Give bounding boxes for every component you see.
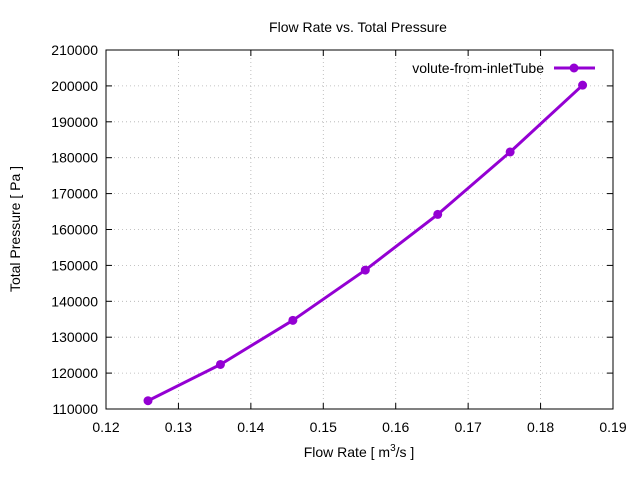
axis-ticks [105, 49, 614, 410]
legend-label: volute-from-inletTube [412, 60, 544, 76]
y-tick-label: 190000 [51, 114, 98, 130]
data-point [505, 147, 515, 157]
x-axis-label-prefix: Flow Rate [ m [304, 444, 390, 460]
y-tick-label: 150000 [51, 257, 98, 273]
data-point [288, 315, 298, 325]
x-tick-label: 0.19 [599, 419, 626, 435]
x-tick-labels: 0.12 0.13 0.14 0.15 0.16 0.17 0.18 0.19 [92, 419, 626, 435]
series-layer [143, 80, 588, 406]
x-tick-label: 0.16 [382, 419, 409, 435]
legend-marker [569, 63, 579, 73]
x-axis-label-suffix: /s ] [396, 444, 415, 460]
y-tick-label: 180000 [51, 150, 98, 166]
y-tick-label: 210000 [51, 42, 98, 58]
chart-title: Flow Rate vs. Total Pressure [269, 19, 447, 35]
x-tick-label: 0.14 [237, 419, 264, 435]
x-tick-label: 0.17 [455, 419, 482, 435]
y-tick-labels: 110000 120000 130000 140000 150000 160000 1700… [51, 42, 98, 417]
y-tick-label: 140000 [51, 293, 98, 309]
data-point [360, 265, 370, 275]
y-tick-label: 130000 [51, 329, 98, 345]
grid [106, 50, 613, 409]
x-axis-label: Flow Rate [ m3/s ] [304, 443, 415, 460]
y-tick-label: 110000 [52, 401, 98, 417]
y-tick-label: 200000 [51, 78, 98, 94]
y-tick-label: 170000 [51, 186, 98, 202]
legend: volute-from-inletTube [412, 60, 595, 76]
data-point [215, 359, 225, 369]
x-tick-label: 0.12 [92, 419, 119, 435]
x-tick-label: 0.13 [165, 419, 192, 435]
x-tick-label: 0.15 [310, 419, 337, 435]
data-point [433, 209, 443, 219]
data-point [578, 80, 588, 90]
data-point [143, 396, 153, 406]
y-tick-label: 120000 [51, 365, 98, 381]
y-tick-label: 160000 [51, 222, 98, 238]
x-tick-label: 0.18 [527, 419, 554, 435]
y-axis-label: Total Pressure [ Pa ] [7, 166, 23, 292]
x-axis-label-superscript: 3 [390, 443, 396, 454]
